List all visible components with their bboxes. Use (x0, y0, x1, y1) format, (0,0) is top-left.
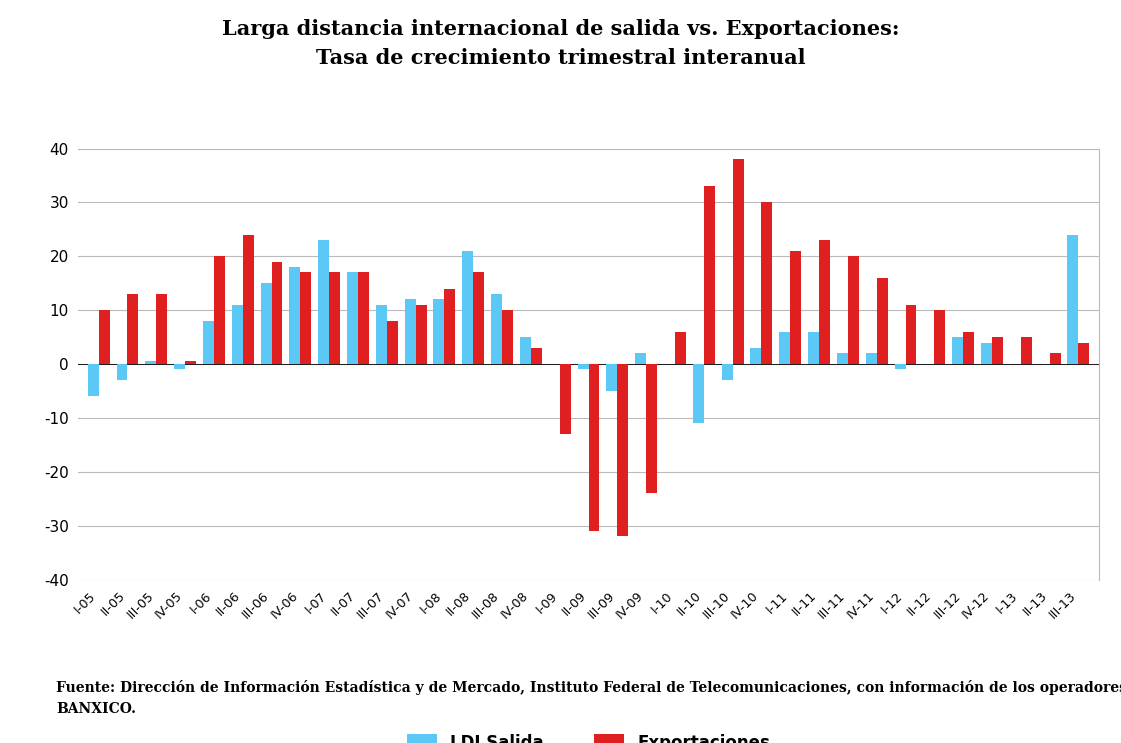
Bar (289, 267, 300, 364)
Bar (1067, 235, 1078, 364)
Bar (577, 364, 589, 369)
Bar (232, 305, 243, 364)
Bar (750, 348, 761, 364)
Bar (502, 311, 513, 364)
Bar (606, 364, 618, 391)
Bar (934, 311, 945, 364)
Bar (271, 262, 282, 364)
Bar (531, 348, 541, 364)
Text: Fuente: Dirección de Información Estadística y de Mercado, Instituto Federal de : Fuente: Dirección de Información Estadís… (56, 680, 1121, 695)
Bar (473, 273, 484, 364)
Bar (330, 273, 340, 364)
Legend: LDI Salida, Exportaciones: LDI Salida, Exportaciones (399, 726, 778, 743)
Bar (260, 283, 271, 364)
Bar (214, 256, 225, 364)
Bar (865, 354, 877, 364)
Bar (376, 305, 387, 364)
Bar (819, 240, 830, 364)
Text: BANXICO.: BANXICO. (56, 702, 136, 716)
Bar (1021, 337, 1031, 364)
Text: Larga distancia internacional de salida vs. Exportaciones:: Larga distancia internacional de salida … (222, 19, 899, 39)
Bar (636, 354, 646, 364)
Bar (348, 273, 358, 364)
Bar (174, 364, 185, 369)
Bar (416, 305, 427, 364)
Bar (808, 332, 819, 364)
Bar (434, 299, 444, 364)
Bar (491, 294, 502, 364)
Bar (790, 251, 802, 364)
Bar (243, 235, 253, 364)
Bar (128, 294, 138, 364)
Bar (981, 343, 992, 364)
Bar (99, 311, 110, 364)
Bar (693, 364, 704, 424)
Bar (203, 321, 214, 364)
Bar (847, 256, 859, 364)
Bar (877, 278, 888, 364)
Bar (318, 240, 330, 364)
Bar (156, 294, 167, 364)
Bar (992, 337, 1003, 364)
Bar (779, 332, 790, 364)
Bar (952, 337, 963, 364)
Bar (117, 364, 128, 380)
Bar (906, 305, 917, 364)
Bar (618, 364, 628, 536)
Bar (761, 203, 772, 364)
Bar (146, 361, 156, 364)
Bar (185, 361, 196, 364)
Bar (704, 186, 715, 364)
Bar (300, 273, 312, 364)
Bar (559, 364, 571, 434)
Bar (1049, 354, 1060, 364)
Bar (520, 337, 531, 364)
Bar (444, 289, 455, 364)
Bar (387, 321, 398, 364)
Text: Tasa de crecimiento trimestral interanual: Tasa de crecimiento trimestral interanua… (316, 48, 805, 68)
Bar (358, 273, 369, 364)
Bar (646, 364, 657, 493)
Bar (675, 332, 686, 364)
Bar (1078, 343, 1090, 364)
Bar (405, 299, 416, 364)
Bar (462, 251, 473, 364)
Bar (87, 364, 99, 397)
Bar (733, 160, 743, 364)
Bar (589, 364, 600, 531)
Bar (963, 332, 974, 364)
Bar (837, 354, 847, 364)
Bar (722, 364, 733, 380)
Bar (895, 364, 906, 369)
